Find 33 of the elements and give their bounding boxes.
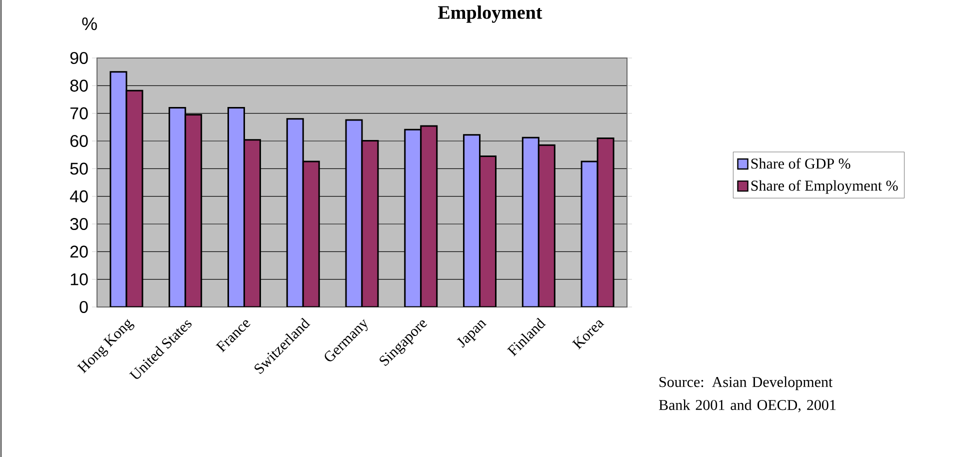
bar — [596, 137, 614, 307]
bar — [184, 114, 202, 307]
bar — [126, 90, 144, 307]
bar — [286, 118, 304, 307]
bar — [361, 140, 379, 307]
bar — [345, 119, 363, 307]
y-tick-label: 90 — [70, 52, 88, 64]
bar — [168, 107, 186, 307]
y-tick-label: 30 — [70, 218, 88, 230]
bar — [522, 136, 540, 307]
chart-title: Employment — [438, 6, 542, 23]
bar — [420, 125, 438, 307]
bar — [110, 71, 128, 307]
y-tick-label: 80 — [70, 80, 88, 92]
y-tick-label: 20 — [70, 246, 88, 258]
y-tick-label: 0 — [80, 300, 88, 314]
legend-label: Share of Employment % — [751, 180, 898, 194]
source-note: Source: Asian Development Bank 2001 and OECD, 2001 — [658, 376, 836, 412]
y-tick-label: 60 — [70, 134, 88, 148]
bar — [302, 160, 320, 307]
y-tick-label: 50 — [70, 162, 88, 175]
y-tick-label: 40 — [70, 190, 88, 202]
legend-label: Share of GDP % — [751, 158, 850, 169]
bar — [243, 139, 261, 307]
bar — [538, 144, 556, 307]
bar — [463, 134, 481, 307]
bar — [580, 160, 598, 307]
bar — [479, 155, 497, 307]
bar — [404, 128, 422, 307]
y-tick-label: 10 — [70, 273, 88, 286]
y-tick-label: 70 — [70, 107, 88, 120]
y-axis-title: % — [82, 18, 97, 30]
bar — [227, 107, 245, 307]
